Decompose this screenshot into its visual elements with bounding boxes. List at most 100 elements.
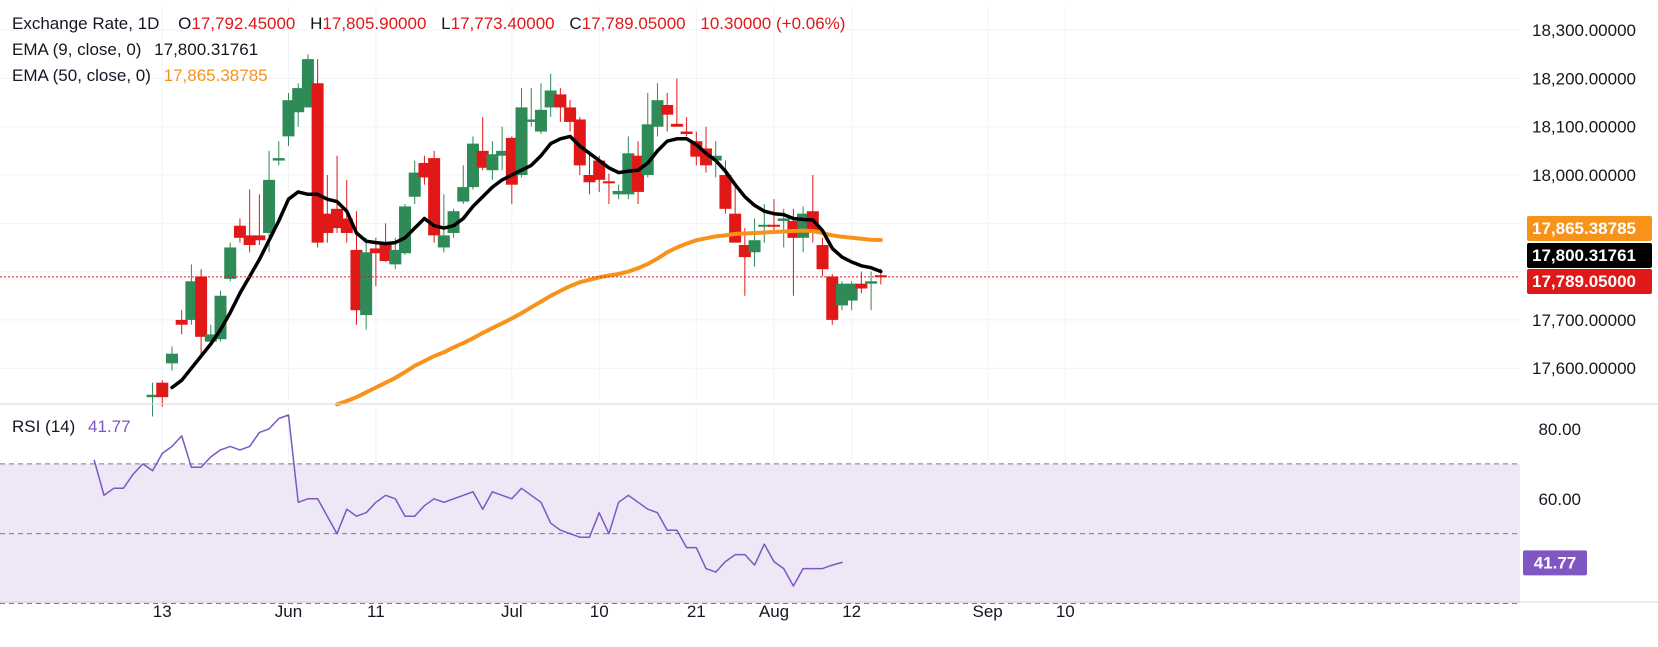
tag-label: 17,865.38785: [1532, 219, 1636, 238]
candle-down: [428, 150, 441, 243]
candle-down: [554, 88, 567, 122]
candle-down: [826, 274, 839, 325]
candle-body: [224, 247, 237, 279]
tag-label: 17,789.05000: [1532, 272, 1636, 291]
candle-up: [466, 136, 479, 190]
candle-body: [826, 276, 839, 320]
candle-body: [272, 158, 285, 161]
candle-body: [641, 124, 654, 176]
candle-body: [496, 150, 509, 156]
candle-body: [486, 154, 499, 171]
candle-body: [263, 179, 276, 233]
candle-body: [195, 276, 208, 337]
candle-body: [418, 162, 431, 178]
candle-down: [670, 78, 683, 127]
candle-body: [476, 150, 489, 168]
legend-h-label: H: [310, 14, 322, 33]
candle-body: [408, 172, 421, 197]
time-tick-label: Sep: [972, 602, 1002, 621]
candle-body: [612, 190, 625, 195]
candle-body: [204, 334, 217, 342]
price-tick-label: 17,600.00000: [1532, 359, 1636, 378]
candle-body: [767, 224, 780, 227]
price-tick-label: 18,300.00000: [1532, 21, 1636, 40]
time-tick-label: 13: [153, 602, 172, 621]
legend-row-1: Exchange Rate, 1D O17,792.45000 H17,805.…: [12, 14, 845, 33]
candle-body: [845, 283, 858, 301]
candle-body: [855, 283, 868, 289]
candle-up: [301, 54, 314, 108]
candle-body: [466, 143, 479, 188]
candle-body: [146, 394, 159, 398]
time-tick-label: 11: [367, 602, 385, 621]
candle-body: [156, 382, 169, 398]
candle-body: [525, 119, 538, 122]
pane-separator: [0, 403, 1658, 603]
time-tick-label: 10: [590, 602, 609, 621]
time-tick-label: 21: [687, 602, 706, 621]
time-tick-label: Jun: [275, 602, 302, 621]
price-tick-label: 18,000.00000: [1532, 166, 1636, 185]
candle-body: [399, 206, 412, 254]
candle-up: [399, 204, 412, 255]
candle-up: [204, 324, 217, 345]
candle-body: [709, 155, 722, 161]
rsi-tick-label: 60.00: [1538, 490, 1581, 509]
candle-body: [661, 105, 674, 115]
candle-up: [263, 150, 276, 253]
candle-up: [165, 346, 178, 371]
candle-body: [175, 319, 188, 325]
rsi-line: [93, 414, 843, 587]
candle-body: [632, 155, 645, 192]
price-axis: 17,600.00000 17,700.00000 18,000.00000 18,1…: [1532, 21, 1636, 509]
candle-up: [408, 160, 421, 204]
ema9-line: [170, 134, 883, 390]
candle-up: [845, 281, 858, 311]
candle-body: [165, 353, 178, 364]
tag-background: [1527, 269, 1652, 294]
candle-body: [816, 245, 829, 270]
candle-down: [855, 271, 868, 294]
price-tick-label: 18,200.00000: [1532, 69, 1636, 88]
candle-body: [321, 213, 334, 233]
legend-o-value: 17,792.45000: [191, 14, 295, 33]
candle-body: [544, 90, 557, 108]
candle-down: [583, 150, 596, 195]
candle-down: [661, 92, 674, 132]
candle-up: [748, 218, 761, 267]
ema9-value: 17,800.31761: [154, 40, 258, 59]
price-tick-label: 18,100.00000: [1532, 118, 1636, 137]
candle-down: [632, 141, 645, 204]
candle-body: [437, 235, 450, 248]
candle-down: [680, 117, 693, 137]
candle-up: [146, 382, 159, 417]
tag-label: 41.77: [1534, 553, 1577, 572]
candle-down: [321, 175, 334, 243]
candle-body: [602, 181, 615, 184]
candle-body: [311, 83, 324, 243]
candle-down: [243, 189, 256, 253]
tag-background: [1523, 550, 1587, 576]
candle-body: [729, 213, 742, 243]
candle-body: [282, 100, 295, 137]
candle-body: [292, 88, 305, 113]
ema50-value: 17,865.38785: [164, 66, 268, 85]
candle-body: [738, 245, 751, 258]
candle-body: [214, 295, 227, 340]
candle-body: [534, 109, 547, 132]
candle-body: [835, 283, 848, 306]
legend-l-label: L: [441, 14, 450, 33]
price-tick-label: 17,700.00000: [1532, 311, 1636, 330]
candle-down: [816, 237, 829, 277]
candle-up: [525, 88, 538, 127]
legend-title: Exchange Rate, 1D: [12, 14, 159, 33]
last-value-tag-close: 17,789.05000: [1527, 269, 1652, 294]
candle-body: [350, 249, 363, 311]
candle-up: [496, 126, 509, 171]
time-tick-label: Jul: [501, 602, 523, 621]
candle-body: [515, 107, 528, 176]
time-axis: 13 Jun 11 Jul 10 21 Aug 12 Sep 10: [153, 602, 1075, 621]
candle-body: [301, 59, 314, 108]
ema9-label: EMA (9, close, 0): [12, 40, 141, 59]
